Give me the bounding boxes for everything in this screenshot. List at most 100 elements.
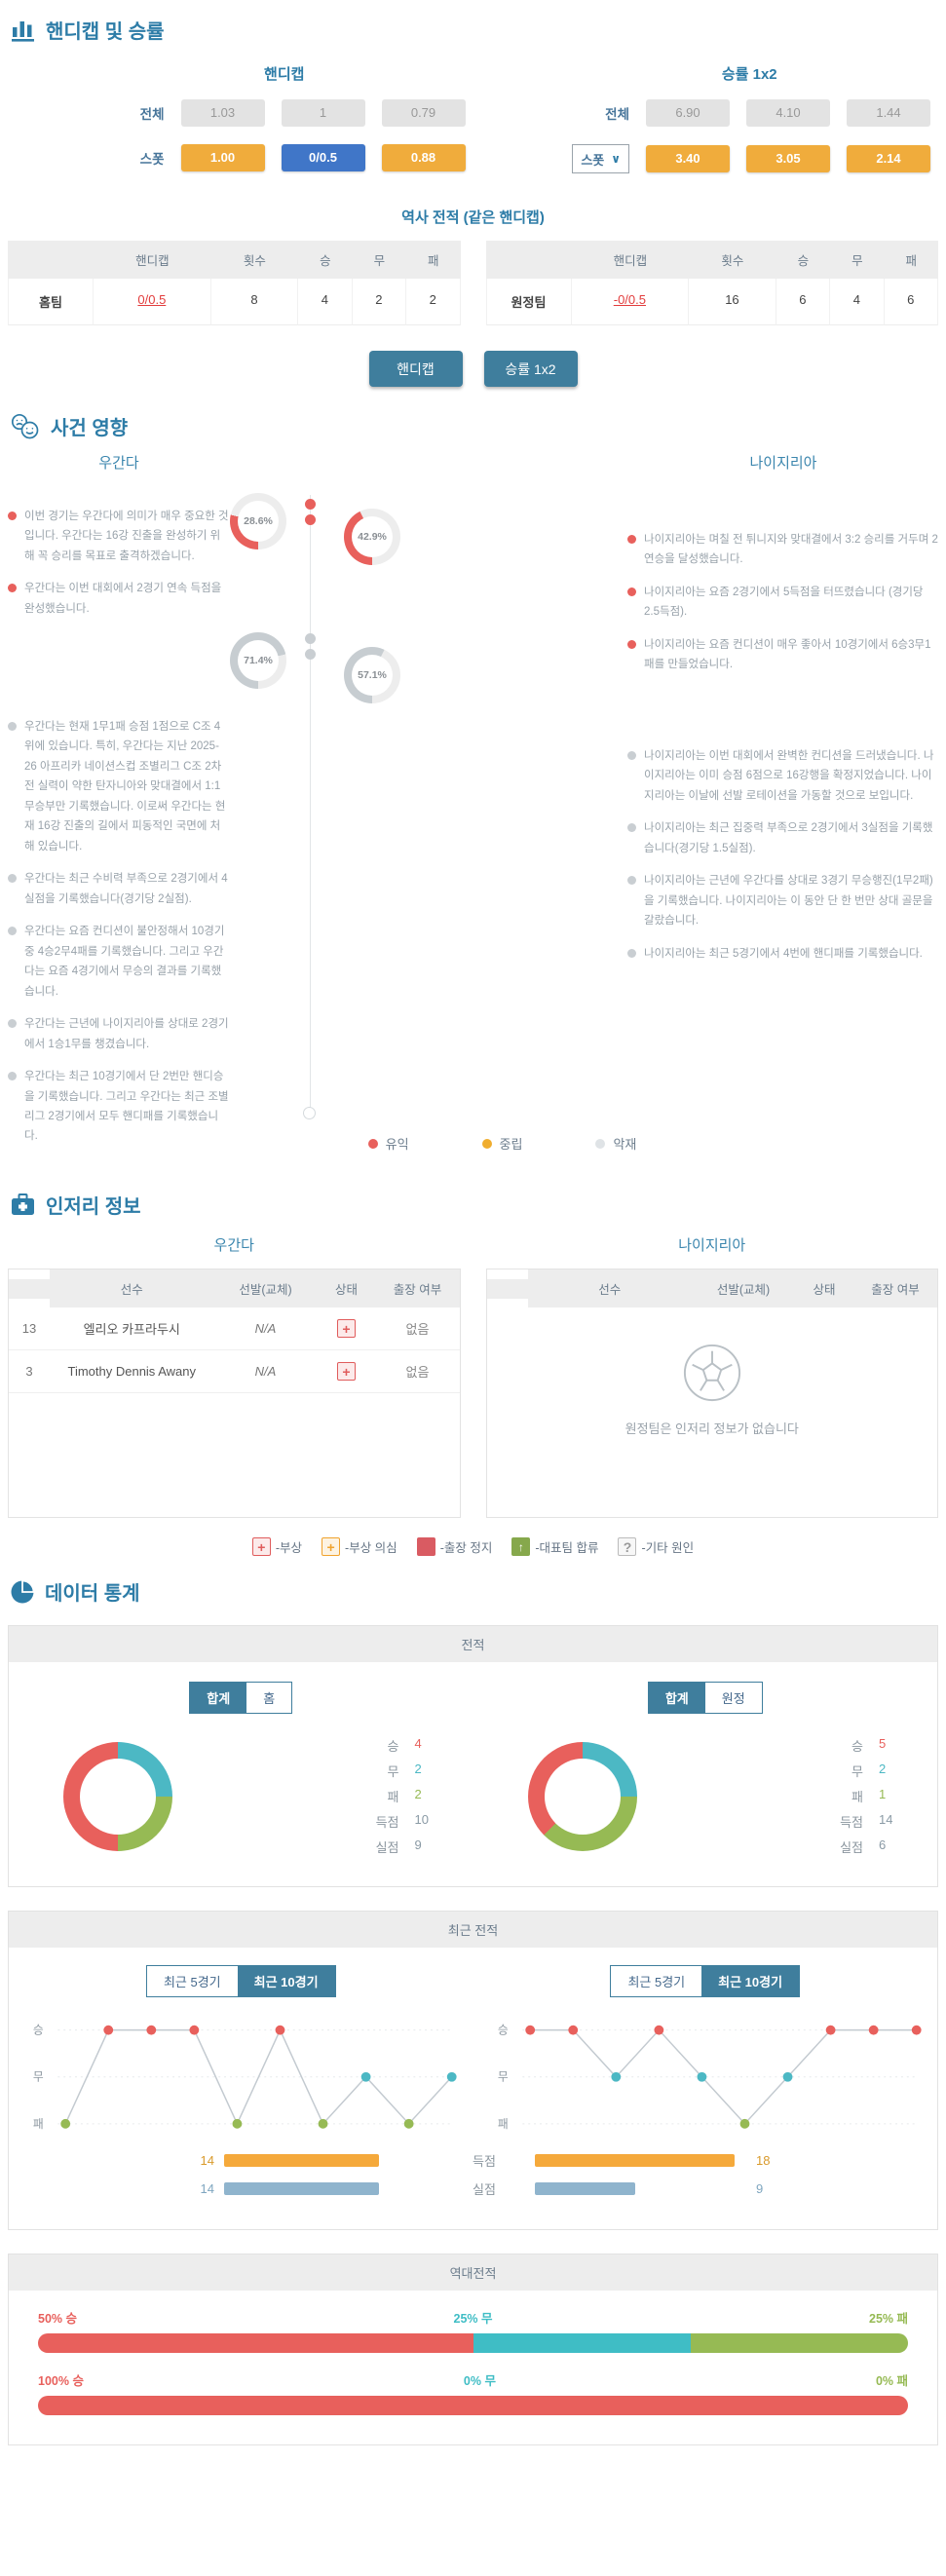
stat-label: 패 xyxy=(387,1790,399,1804)
history-table-home: 핸디캡 횟수 승 무 패 홈팀 0/0.5 8 4 2 2 xyxy=(8,241,461,325)
odds-section-header: 핸디캡 및 승률 xyxy=(0,0,946,52)
handicap-odds-column: 핸디캡 전체 1.03 1 0.79 스폿 1.00 0/0.5 0.88 xyxy=(8,56,473,191)
draw-segment xyxy=(473,2333,691,2354)
handicap-odds-title: 핸디캡 xyxy=(264,66,305,83)
injury-legend-item: ↑ -대표팀 합류 xyxy=(511,1537,598,1556)
conceded-label: 실점 xyxy=(473,2182,496,2198)
handicap-cell: -0/0.5 xyxy=(571,279,690,325)
handicap-link[interactable]: -0/0.5 xyxy=(613,292,646,307)
timeline-dot xyxy=(305,633,316,644)
record-home-tabs: 합계 홈 xyxy=(20,1682,462,1714)
tab-recent10-away[interactable]: 최근 10경기 xyxy=(701,1966,800,1996)
injury-legend-item: -출장 정지 xyxy=(416,1537,492,1556)
bullet-dot xyxy=(8,722,17,731)
tab-home[interactable]: 홈 xyxy=(246,1683,292,1713)
winrate-spot-x[interactable]: 3.05 xyxy=(746,145,830,172)
count-cell: 8 xyxy=(210,279,299,325)
tab-recent10-home[interactable]: 최근 10경기 xyxy=(237,1966,335,1996)
handicap-button[interactable]: 핸디캡 xyxy=(368,351,463,387)
availability-value: 없음 xyxy=(405,1365,430,1380)
event-bullet: 우간다는 최근 수비력 부족으로 2경기에서 4실점을 기록했습니다(경기당 2… xyxy=(8,869,230,909)
stats-section-header: 데이터 통계 xyxy=(0,1562,946,1613)
loss-segment xyxy=(690,2333,908,2354)
handicap-total-line: 1 xyxy=(281,99,365,127)
tab-total[interactable]: 합계 xyxy=(648,1683,705,1713)
timeline-end-circle xyxy=(303,1107,316,1119)
event-legend: 유익 중립 악재 xyxy=(29,1134,946,1153)
handicap-spot-home[interactable]: 1.00 xyxy=(180,144,265,171)
h2h-body: 50% 승 25% 무 25% 패 100% 승 0% 무 0% 패 xyxy=(9,2291,937,2444)
injury-legend-item: + -부상 의심 xyxy=(322,1537,397,1556)
spot-select[interactable]: 스폿 ∨ xyxy=(572,144,629,173)
event-influence-body: 우간다 나이지리아 이번 경기는 우간다에 의미가 매우 중요한 것입니다. 우… xyxy=(0,452,946,1175)
recent-panel-title: 최근 전적 xyxy=(9,1912,937,1948)
record-home-half: 합계 홈 승 4 무 2 패 2 득점 10 실점 9 xyxy=(9,1662,473,1886)
col-starter: 선발(교체) xyxy=(213,1269,318,1307)
h2h-panel: 역대전적 50% 승 25% 무 25% 패 100% 승 0% 무 0% 패 xyxy=(8,2254,938,2446)
handicap-spot-line[interactable]: 0/0.5 xyxy=(281,144,365,171)
tab-recent5-away[interactable]: 최근 5경기 xyxy=(611,1966,702,1996)
stat-value: 10 xyxy=(414,1812,429,1827)
handicap-spot-away[interactable]: 0.88 xyxy=(381,144,466,171)
h2h-row-all: 50% 승 25% 무 25% 패 xyxy=(38,2308,908,2354)
winrate-odds-column: 승률 1x2 전체 6.90 4.10 1.44 스폿 ∨ 3.40 3.05 … xyxy=(473,56,939,191)
tab-total[interactable]: 합계 xyxy=(190,1683,247,1713)
injury-home-column: 우간다 선수 선발(교체) 상태 출장 여부 13 엘리오 카프라두시 N/A + 없음… xyxy=(8,1229,461,1518)
h2h-labels: 50% 승 25% 무 25% 패 xyxy=(38,2308,908,2327)
h2h-loss-label: 0% 패 xyxy=(875,2374,908,2389)
injury-header-row: 선수 선발(교체) 상태 출장 여부 xyxy=(9,1269,460,1307)
bullet-dot xyxy=(627,948,636,958)
record-stat-row: 실점 6 xyxy=(828,1837,900,1856)
section-odds: 핸디캡 및 승률 핸디캡 전체 1.03 1 0.79 스폿 1.00 0/0.… xyxy=(0,0,946,387)
bullet-text: 나이지리아는 며칠 전 튀니지와 맞대결에서 3:2 승리를 거두며 2연승을 … xyxy=(644,534,938,566)
tab-recent5-home[interactable]: 최근 5경기 xyxy=(146,1966,238,1996)
event-bullet: 이번 경기는 우간다에 의미가 매우 중요한 것입니다. 우간다는 16강 진출… xyxy=(8,507,230,566)
away-form-chart: 승무패 xyxy=(497,2025,922,2131)
bullet-dot xyxy=(8,511,17,520)
event-bullet: 우간다는 근년에 나이지리아를 상대로 2경기에서 1승1무를 챙겼습니다. xyxy=(8,1014,230,1054)
bullet-dot xyxy=(627,639,636,649)
legend-neutral: 중립 xyxy=(481,1134,522,1153)
col-loss: 패 xyxy=(884,241,938,279)
svg-text:패: 패 xyxy=(33,2118,44,2131)
bullet-dot xyxy=(627,751,636,760)
legend-bad: 악재 xyxy=(595,1134,636,1153)
player-name: Timothy Dennis Awany xyxy=(67,1364,196,1379)
winrate-spot-1[interactable]: 3.40 xyxy=(646,145,730,172)
col-win: 승 xyxy=(776,241,831,279)
recent-tabs: 최근 5경기 최근 10경기 최근 5경기 최근 10경기 xyxy=(9,1965,937,1997)
handicap-link[interactable]: 0/0.5 xyxy=(137,292,167,307)
away-good-donut: 42.9% xyxy=(344,509,400,565)
winrate-total-2: 1.44 xyxy=(847,99,930,127)
tab-away[interactable]: 원정 xyxy=(704,1683,762,1713)
bullet-dot xyxy=(8,927,17,936)
winrate-spot-2[interactable]: 2.14 xyxy=(847,145,930,172)
handicap-total-away: 0.79 xyxy=(381,99,466,127)
home-good-donut: 28.6% xyxy=(230,493,286,549)
home-bad-list: 우간다는 현재 1무1패 승점 1점으로 C조 4위에 있습니다. 특히, 우간… xyxy=(8,717,230,1159)
col-draw: 무 xyxy=(352,241,407,279)
event-bullet: 나이지리아는 며칠 전 튀니지와 맞대결에서 3:2 승리를 거두며 2연승을 … xyxy=(627,530,939,570)
injury-legend-item: ? -기타 원인 xyxy=(618,1537,694,1556)
away-bad-donut: 57.1% xyxy=(344,647,400,703)
winrate-button[interactable]: 승률 1x2 xyxy=(483,351,578,387)
injury-rows: 13 엘리오 카프라두시 N/A + 없음 3 Timothy Dennis Awany N/… xyxy=(9,1307,460,1393)
bullet-text: 나이지리아는 근년에 우간다를 상대로 3경기 무승행진(1무2패)을 기록했습… xyxy=(644,875,933,928)
record-away-half: 합계 원정 승 5 무 2 패 1 득점 14 실점 6 xyxy=(473,1662,938,1886)
injury-icon: + xyxy=(251,1537,271,1556)
availability-value: 없음 xyxy=(405,1322,430,1337)
national-icon: ↑ xyxy=(511,1537,531,1556)
total-label: 전체 xyxy=(139,107,165,122)
away-goals-value: 18 xyxy=(756,2153,771,2169)
home-team-label: 홈팀 xyxy=(8,279,94,325)
stat-label: 실점 xyxy=(375,1840,399,1855)
recent-goal-bars: 14 득점 18 14 실점 9 xyxy=(9,2151,937,2198)
pie-chart-icon xyxy=(10,1579,35,1605)
svg-text:무: 무 xyxy=(497,2071,508,2084)
col-player: 선수 xyxy=(50,1269,214,1307)
soccer-ball-icon xyxy=(683,1344,740,1402)
